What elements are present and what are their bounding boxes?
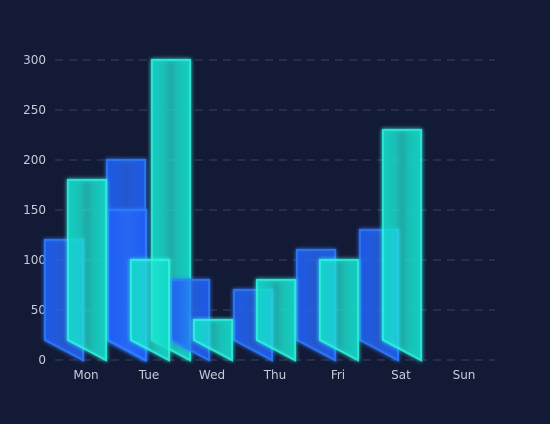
x-tick-label: Sat (391, 368, 411, 382)
x-tick-label: Wed (199, 368, 225, 382)
bars (43, 58, 423, 362)
y-tick-label: 200 (23, 153, 46, 167)
y-tick-label: 150 (23, 203, 46, 217)
bar (381, 128, 423, 362)
bar (255, 278, 297, 362)
y-axis: 0 50 100 150 200 250 300 (23, 53, 46, 367)
x-tick-label: Fri (331, 368, 345, 382)
bar (129, 258, 171, 362)
bar (318, 258, 360, 362)
x-tick-label: Mon (73, 368, 98, 382)
x-tick-label: Thu (263, 368, 287, 382)
y-tick-label: 50 (31, 303, 46, 317)
x-tick-label: Sun (453, 368, 476, 382)
y-tick-label: 300 (23, 53, 46, 67)
y-tick-label: 250 (23, 103, 46, 117)
bar (192, 318, 234, 362)
y-tick-label: 100 (23, 253, 46, 267)
bar (66, 178, 108, 362)
x-tick-label: Tue (138, 368, 160, 382)
y-tick-label: 0 (38, 353, 46, 367)
x-axis: Mon Tue Wed Thu Fri Sat Sun (73, 368, 475, 382)
